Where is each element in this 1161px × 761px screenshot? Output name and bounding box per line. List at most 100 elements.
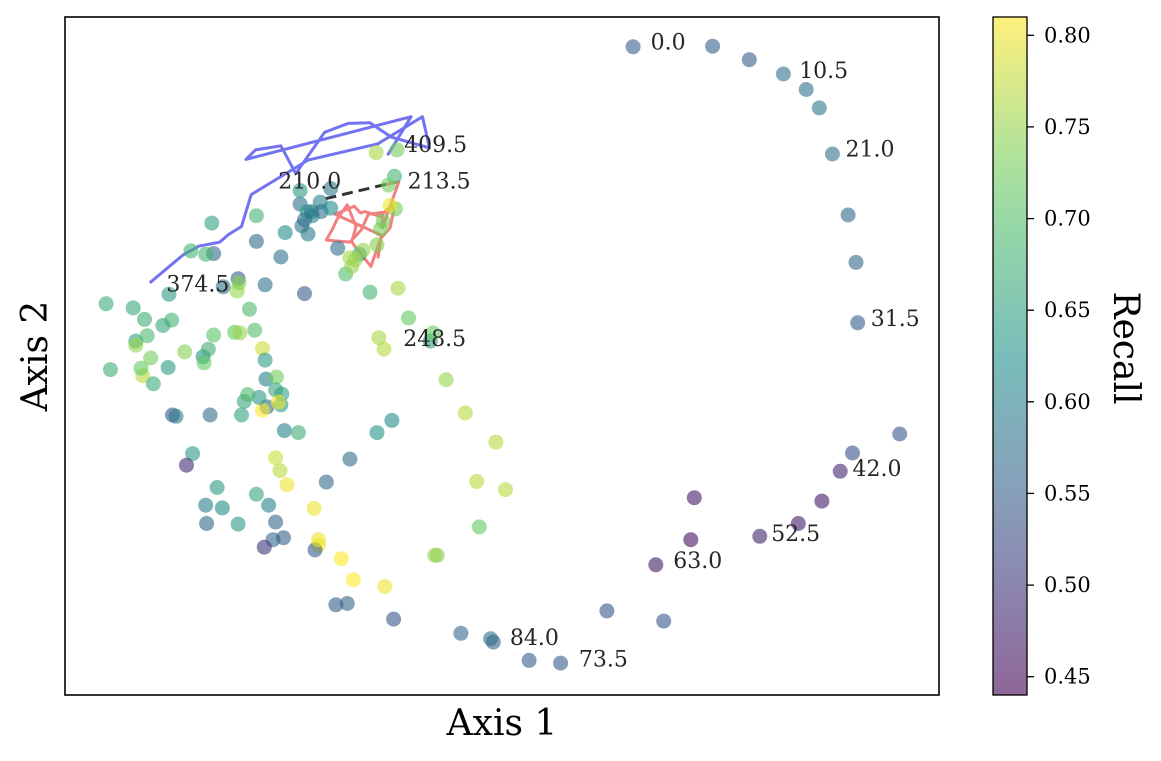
colorbar-tick-label: 0.65 [1044, 298, 1091, 322]
point-annotation: 42.0 [853, 457, 902, 482]
scatter-point [251, 389, 267, 405]
scatter-point [257, 352, 273, 368]
scatter-point [648, 557, 664, 573]
scatter-point [232, 325, 248, 341]
scatter-point [256, 539, 272, 555]
scatter-point [98, 296, 114, 312]
point-annotation: 84.0 [510, 626, 559, 651]
scatter-point [811, 100, 827, 116]
point-annotation: 409.5 [404, 133, 467, 158]
scatter-point [389, 142, 405, 158]
point-annotation: 213.5 [408, 170, 471, 195]
scatter-point [202, 407, 218, 423]
scatter-point [483, 631, 499, 647]
scatter-point [656, 613, 672, 629]
scatter-point [137, 311, 152, 327]
scatter-point [125, 300, 141, 316]
scatter-point [199, 516, 215, 531]
scatter-point [488, 434, 504, 450]
scatter-point [155, 318, 171, 333]
scatter-point [209, 480, 225, 495]
scatter-point [521, 652, 537, 668]
colorbar-tick-label: 0.70 [1044, 207, 1091, 231]
scatter-point [230, 516, 246, 532]
scatter-point [775, 66, 791, 82]
colorbar-tick-label: 0.50 [1044, 573, 1091, 597]
scatter-point [179, 457, 194, 473]
scatter-point [342, 451, 358, 467]
scatter-point [177, 344, 193, 360]
scatter-point [290, 425, 306, 441]
point-annotation: 210.0 [278, 170, 341, 195]
scatter-point [139, 328, 155, 344]
scatter-point [328, 597, 344, 613]
scatter-point [292, 183, 308, 199]
scatter-point [273, 249, 289, 265]
scatter-point [272, 463, 288, 479]
scatter-point [798, 82, 814, 97]
scatter-point [438, 372, 454, 388]
scatter-point [384, 412, 400, 428]
scatter-point [840, 207, 856, 223]
scatter-point [686, 490, 702, 506]
scatter-point [318, 474, 334, 490]
scatter-point [247, 322, 263, 338]
y-axis-label: Axis 2 [15, 301, 56, 413]
scatter-point [240, 387, 256, 403]
scatter-point [362, 284, 378, 300]
scatter-point [183, 243, 199, 259]
scatter-point [276, 530, 291, 546]
colorbar-tick-label: 0.60 [1044, 390, 1091, 414]
point-annotation: 31.5 [871, 307, 920, 332]
scatter-point [790, 516, 806, 531]
scatter-point [270, 394, 286, 410]
scatter-point [376, 341, 392, 357]
point-annotation: 52.5 [771, 522, 820, 547]
scatter-point [268, 450, 284, 466]
point-annotation: 21.0 [846, 138, 895, 163]
scatter-point [255, 402, 270, 418]
scatter-point [198, 497, 214, 513]
scatter-point [241, 301, 257, 317]
scatter-point [215, 279, 231, 295]
scatter-point [741, 52, 757, 68]
x-axis-label: Axis 1 [446, 703, 558, 744]
colorbar-ticks: 0.45 0.50 0.55 0.60 0.65 0.70 0.75 0.80 [1027, 23, 1091, 689]
annotation-layer: 0.0 10.5 21.0 31.5 42.0 52.5 63.0 73.5 84.0 210.0… [166, 31, 919, 673]
scatter-point [102, 362, 118, 378]
scatter-point [814, 493, 830, 509]
scatter-point [850, 315, 866, 331]
black-dashed-link [325, 181, 392, 201]
scatter-point [261, 497, 277, 513]
scatter-point [345, 572, 361, 588]
scatter-point [848, 254, 864, 270]
scatter-point [498, 482, 513, 498]
scatter-point [892, 426, 908, 442]
scatter-point [330, 240, 346, 256]
scatter-point [168, 408, 184, 424]
scatter-point [344, 259, 360, 274]
scatter-point [198, 246, 214, 262]
scatter-point [553, 655, 569, 671]
scatter-point [200, 341, 216, 357]
colorbar-tick-label: 0.80 [1044, 23, 1091, 47]
scatter-point [311, 532, 326, 548]
scatter-point [599, 603, 615, 619]
colorbar-tick-label: 0.45 [1044, 665, 1091, 689]
point-annotation: 0.0 [651, 31, 686, 56]
scatter-point [214, 500, 230, 516]
scatter-point [401, 310, 416, 326]
scatter-point [234, 407, 249, 423]
point-annotation: 63.0 [673, 549, 722, 574]
scatter-point [457, 405, 473, 421]
scatter-point [425, 325, 441, 341]
scatter-point [143, 350, 159, 366]
scatter-point [371, 330, 387, 346]
point-annotation: 374.5 [166, 273, 229, 298]
path-layer [148, 115, 431, 284]
scatter-point [248, 486, 264, 502]
scatter-point [380, 177, 396, 193]
colorbar: 0.45 0.50 0.55 0.60 0.65 0.70 0.75 0.80 Recall [992, 16, 1146, 696]
scatter-point [683, 532, 699, 548]
scatter-point [279, 477, 295, 493]
